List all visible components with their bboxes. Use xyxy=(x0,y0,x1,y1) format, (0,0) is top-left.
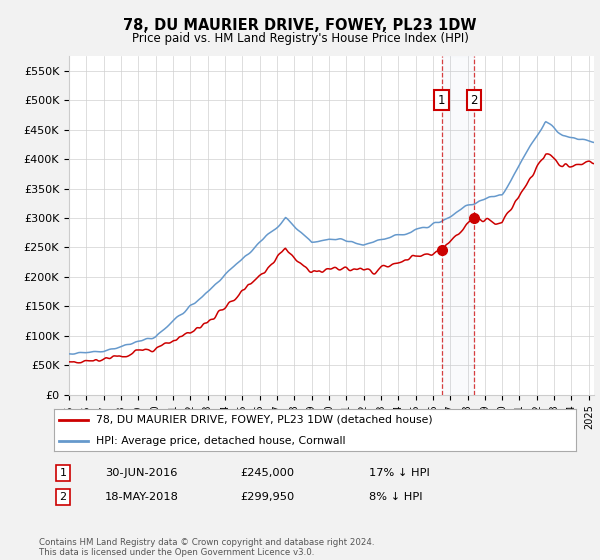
Text: 17% ↓ HPI: 17% ↓ HPI xyxy=(369,468,430,478)
Text: 78, DU MAURIER DRIVE, FOWEY, PL23 1DW: 78, DU MAURIER DRIVE, FOWEY, PL23 1DW xyxy=(123,18,477,34)
Text: 8% ↓ HPI: 8% ↓ HPI xyxy=(369,492,422,502)
Text: 1: 1 xyxy=(438,94,445,107)
Text: 2: 2 xyxy=(470,94,478,107)
Text: Price paid vs. HM Land Registry's House Price Index (HPI): Price paid vs. HM Land Registry's House … xyxy=(131,32,469,45)
Text: 78, DU MAURIER DRIVE, FOWEY, PL23 1DW (detached house): 78, DU MAURIER DRIVE, FOWEY, PL23 1DW (d… xyxy=(96,415,433,424)
Text: 1: 1 xyxy=(59,468,67,478)
Text: 2: 2 xyxy=(59,492,67,502)
Text: 18-MAY-2018: 18-MAY-2018 xyxy=(105,492,179,502)
Text: £245,000: £245,000 xyxy=(240,468,294,478)
Text: HPI: Average price, detached house, Cornwall: HPI: Average price, detached house, Corn… xyxy=(96,436,345,446)
Bar xyxy=(442,56,474,395)
Text: £299,950: £299,950 xyxy=(240,492,294,502)
Text: 30-JUN-2016: 30-JUN-2016 xyxy=(105,468,178,478)
Text: Contains HM Land Registry data © Crown copyright and database right 2024.
This d: Contains HM Land Registry data © Crown c… xyxy=(39,538,374,557)
